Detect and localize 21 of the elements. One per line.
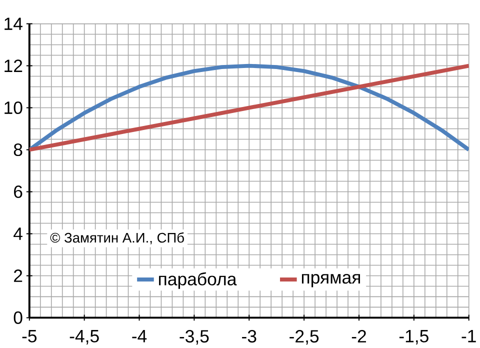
x-tick-label: -4,5: [70, 330, 99, 345]
x-tick-label: -1: [462, 330, 476, 342]
y-tick-label: 0: [14, 311, 22, 324]
y-tick-label: 6: [14, 185, 22, 198]
x-tick-label: -3,5: [180, 330, 209, 345]
x-tick-label: -3: [242, 330, 256, 343]
legend-label: прямая: [302, 274, 360, 288]
y-tick-label: 12: [4, 60, 22, 72]
legend-label: парабола: [159, 272, 237, 289]
x-tick-label: -2,5: [290, 330, 319, 345]
y-tick-label: 8: [14, 144, 22, 156]
x-tick-label: -1,5: [399, 330, 428, 345]
y-tick-label: 14: [4, 18, 22, 30]
y-tick-label: 10: [4, 102, 22, 114]
x-tick-label: -5: [22, 330, 37, 342]
y-tick-label: 4: [14, 228, 22, 240]
x-tick-label: -4: [132, 330, 147, 342]
line-series: [29, 64, 469, 152]
y-tick-label: 2: [14, 270, 22, 282]
annotation: © Замятин А.И., СПб: [50, 232, 184, 244]
x-tick-label: -2: [352, 330, 366, 342]
